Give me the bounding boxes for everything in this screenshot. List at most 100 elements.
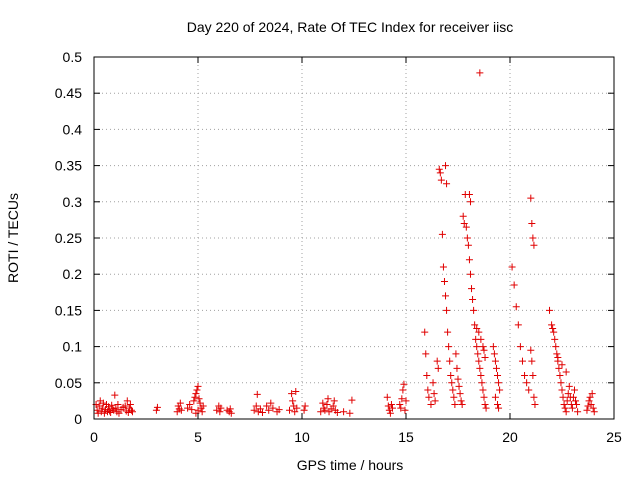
data-point <box>194 382 202 390</box>
data-point <box>460 220 468 228</box>
data-point <box>489 343 497 351</box>
data-point <box>93 406 101 414</box>
data-point <box>490 350 498 358</box>
data-point <box>94 409 102 417</box>
data-point <box>531 401 539 409</box>
data-point <box>324 395 332 403</box>
data-point <box>105 403 113 411</box>
data-point <box>465 191 473 199</box>
data-point <box>176 399 184 407</box>
data-point <box>514 321 522 329</box>
data-point <box>100 409 108 417</box>
data-point <box>458 401 466 409</box>
data-point <box>195 395 203 403</box>
data-point <box>190 397 198 405</box>
data-point <box>128 408 136 416</box>
data-point <box>527 346 535 354</box>
data-point <box>423 372 431 380</box>
data-point <box>468 285 476 293</box>
data-point <box>269 404 277 412</box>
data-point <box>549 325 557 332</box>
data-point <box>584 402 592 410</box>
data-point <box>562 368 570 376</box>
chart-title: Day 220 of 2024, Rate Of TEC Index for r… <box>187 19 514 35</box>
data-point <box>476 69 484 77</box>
data-point <box>329 402 337 410</box>
data-point <box>530 241 538 249</box>
data-point <box>452 350 460 358</box>
data-point <box>568 404 576 412</box>
data-point <box>108 401 116 409</box>
data-point <box>434 364 442 372</box>
data-point <box>258 408 266 416</box>
data-point <box>554 353 562 361</box>
data-point <box>340 408 348 416</box>
data-point <box>491 357 499 365</box>
data-point <box>188 406 196 414</box>
data-point <box>558 386 566 394</box>
y-axis-label: ROTI / TECUs <box>5 193 21 283</box>
data-point <box>569 393 577 401</box>
data-point <box>491 393 499 401</box>
data-point <box>443 180 451 188</box>
data-point <box>321 406 329 414</box>
data-point <box>198 408 206 416</box>
data-point <box>530 393 538 401</box>
data-point <box>396 401 404 409</box>
data-point <box>453 364 461 372</box>
data-point <box>546 306 554 314</box>
data-point <box>192 390 200 398</box>
data-point <box>111 391 119 399</box>
data-point <box>585 397 593 405</box>
data-point <box>459 212 467 220</box>
data-point <box>440 277 448 285</box>
data-point <box>481 353 489 361</box>
data-point <box>427 401 435 409</box>
data-point <box>562 408 570 416</box>
data-point <box>548 321 556 329</box>
data-point <box>397 404 405 412</box>
y-tick-label: 0.5 <box>63 49 83 65</box>
data-point <box>476 364 484 372</box>
data-point <box>333 408 341 416</box>
data-point <box>478 379 486 387</box>
data-point <box>442 162 450 170</box>
y-tick-label: 0.45 <box>55 85 82 101</box>
data-point <box>443 306 451 314</box>
data-point <box>250 406 258 414</box>
data-point <box>267 399 275 407</box>
data-point <box>475 328 483 336</box>
data-point <box>448 379 456 387</box>
data-point <box>115 409 123 417</box>
data-point <box>152 406 160 414</box>
data-point <box>388 404 396 412</box>
data-point <box>400 380 408 388</box>
data-point <box>454 375 462 383</box>
x-tick-label: 15 <box>398 429 414 445</box>
data-point <box>583 406 591 414</box>
data-point <box>123 397 131 405</box>
data-point <box>301 402 309 410</box>
data-point <box>425 393 433 401</box>
data-point <box>466 198 474 206</box>
data-point <box>186 401 194 409</box>
data-point <box>384 402 392 410</box>
data-point <box>474 350 482 358</box>
data-point <box>556 372 564 380</box>
data-point <box>227 409 235 417</box>
data-point <box>196 399 204 407</box>
grid-lines <box>94 57 614 419</box>
data-point <box>480 346 488 354</box>
data-point <box>477 372 485 380</box>
data-point <box>563 397 571 405</box>
data-point <box>589 404 597 412</box>
data-point <box>421 328 429 336</box>
data-point <box>383 393 391 401</box>
data-point <box>430 390 438 398</box>
data-point <box>291 408 299 416</box>
data-point <box>480 393 488 401</box>
data-point <box>555 364 563 372</box>
data-point <box>286 406 294 414</box>
data-point <box>387 401 395 409</box>
x-tick-label: 5 <box>194 429 202 445</box>
